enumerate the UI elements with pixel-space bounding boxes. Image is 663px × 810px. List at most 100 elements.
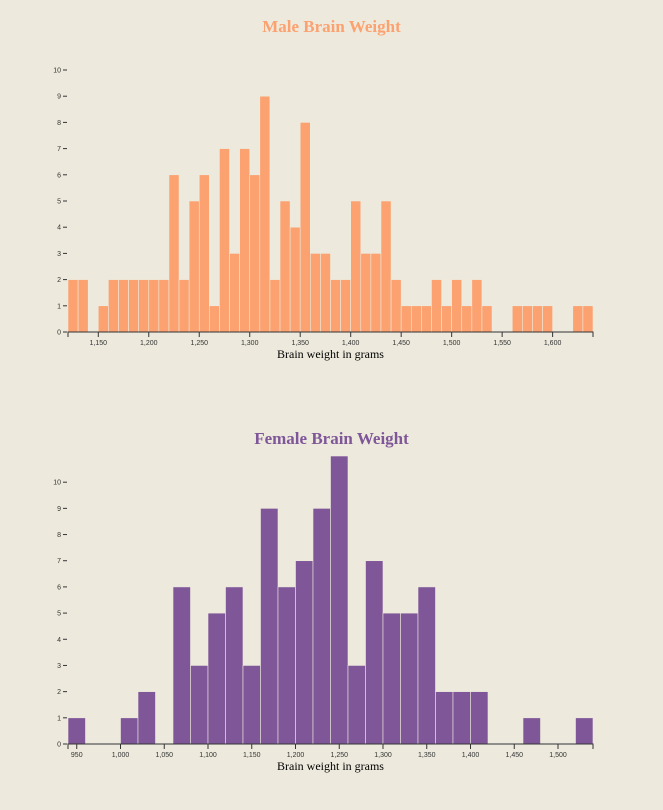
male-bar-14 xyxy=(209,305,220,333)
female-x-tick-label: 1,000 xyxy=(112,752,130,759)
female-bar-7 xyxy=(190,665,209,745)
male-bar-31 xyxy=(380,200,392,333)
male-bar-44 xyxy=(511,305,523,333)
male-bar-10 xyxy=(168,174,180,333)
male-y-tick-label: 2 xyxy=(57,277,61,284)
male-bar-32 xyxy=(390,279,402,333)
male-bar-47 xyxy=(542,305,553,333)
male-y-tick-label: 6 xyxy=(57,172,61,179)
male-bar-4 xyxy=(108,279,119,333)
male-y-tick-label: 0 xyxy=(57,330,61,337)
male-y-tick-label: 1 xyxy=(57,303,61,310)
male-bar-26 xyxy=(330,279,341,333)
female-x-tick-label: 1,250 xyxy=(330,752,348,759)
male-bar-21 xyxy=(279,200,291,333)
male-y-axis: 0 1 2 3 4 5 6 7 8 9 10 xyxy=(53,68,67,337)
male-bar-51 xyxy=(582,305,594,333)
male-x-axis-title: Brain weight in grams xyxy=(277,347,384,361)
male-bar-37 xyxy=(441,305,452,333)
male-bars xyxy=(67,95,594,333)
female-bar-26 xyxy=(522,717,541,745)
female-y-tick-label: 3 xyxy=(57,663,61,670)
male-bar-19 xyxy=(259,95,271,333)
female-bar-19 xyxy=(400,612,419,745)
female-y-tick-label: 6 xyxy=(57,584,61,591)
male-x-tick-label: 1,400 xyxy=(342,340,360,347)
female-bar-3 xyxy=(120,717,139,745)
female-bar-12 xyxy=(277,586,296,745)
female-y-tick-label: 4 xyxy=(57,637,61,644)
female-y-tick-label: 8 xyxy=(57,532,61,539)
female-bar-14 xyxy=(312,508,331,745)
male-bar-30 xyxy=(370,253,382,333)
female-bar-20 xyxy=(417,586,436,745)
female-y-tick-label: 5 xyxy=(57,611,61,618)
male-x-axis: 1,150 1,200 1,250 1,300 1,350 1,400 1,450 1,500… xyxy=(67,331,594,347)
female-bar-15 xyxy=(330,455,349,745)
female-bars xyxy=(67,455,594,745)
male-bar-23 xyxy=(299,122,311,333)
female-bar-21 xyxy=(435,691,454,745)
female-bar-22 xyxy=(452,691,471,745)
male-y-tick-label: 9 xyxy=(57,94,61,101)
female-x-axis-title: Brain weight in grams xyxy=(277,759,384,773)
male-x-tick-label: 1,350 xyxy=(291,340,309,347)
male-bar-5 xyxy=(118,279,129,333)
male-bar-33 xyxy=(400,305,412,333)
male-y-tick-label: 7 xyxy=(57,146,61,153)
male-bar-35 xyxy=(421,305,432,333)
male-bar-13 xyxy=(198,174,210,333)
male-bar-39 xyxy=(461,305,473,333)
male-bar-20 xyxy=(269,279,281,333)
male-bar-6 xyxy=(128,279,139,333)
male-bar-24 xyxy=(310,253,321,333)
female-x-tick-label: 1,050 xyxy=(155,752,173,759)
female-y-tick-label: 1 xyxy=(57,715,61,722)
male-bar-1 xyxy=(77,279,89,333)
female-bar-4 xyxy=(137,691,156,745)
male-bar-15 xyxy=(219,148,230,333)
male-x-tick-label: 1,550 xyxy=(493,340,511,347)
female-y-tick-label: 7 xyxy=(57,558,61,565)
male-bar-38 xyxy=(451,279,463,333)
male-bar-36 xyxy=(431,279,442,333)
male-bar-41 xyxy=(481,305,493,333)
male-x-axis-line xyxy=(67,331,594,337)
male-x-tick-label: 1,450 xyxy=(392,340,410,347)
female-bar-6 xyxy=(172,586,191,745)
female-x-tick-label: 1,300 xyxy=(374,752,392,759)
female-chart-title: Female Brain Weight xyxy=(254,429,409,448)
male-bar-45 xyxy=(522,305,533,333)
male-bar-27 xyxy=(340,279,351,333)
female-bar-8 xyxy=(207,612,226,745)
male-bar-29 xyxy=(360,253,372,333)
male-x-tick-label: 1,300 xyxy=(241,340,259,347)
male-bar-11 xyxy=(178,279,190,333)
male-x-tick-label: 1,500 xyxy=(443,340,461,347)
male-bar-0 xyxy=(67,279,79,333)
female-bar-23 xyxy=(470,691,489,745)
male-y-tick-label: 5 xyxy=(57,199,61,206)
female-x-tick-label: 1,200 xyxy=(287,752,305,759)
female-bar-13 xyxy=(295,560,314,745)
female-bar-0 xyxy=(67,717,86,745)
male-y-tick-label: 8 xyxy=(57,120,61,127)
male-chart-title: Male Brain Weight xyxy=(262,17,401,36)
male-x-tick-label: 1,250 xyxy=(190,340,208,347)
male-bar-46 xyxy=(532,305,543,333)
male-x-tick-label: 1,200 xyxy=(140,340,158,347)
female-histogram: 0 1 2 3 4 5 6 7 8 9 10 950 1,000 1,050 1,100 1,150 1,20… xyxy=(53,455,594,773)
male-x-tick-label: 1,600 xyxy=(544,340,562,347)
female-x-axis: 950 1,000 1,050 1,100 1,150 1,200 1,250 1,300 1,… xyxy=(67,743,594,759)
male-bar-17 xyxy=(239,148,251,333)
male-bar-12 xyxy=(188,200,200,333)
male-bar-25 xyxy=(320,253,331,333)
male-bar-3 xyxy=(97,305,109,333)
male-bar-7 xyxy=(138,279,150,333)
female-x-tick-label: 1,150 xyxy=(243,752,261,759)
female-y-tick-label: 9 xyxy=(57,506,61,513)
female-x-tick-label: 1,350 xyxy=(418,752,436,759)
male-bar-34 xyxy=(410,305,422,333)
male-bar-18 xyxy=(249,174,261,333)
